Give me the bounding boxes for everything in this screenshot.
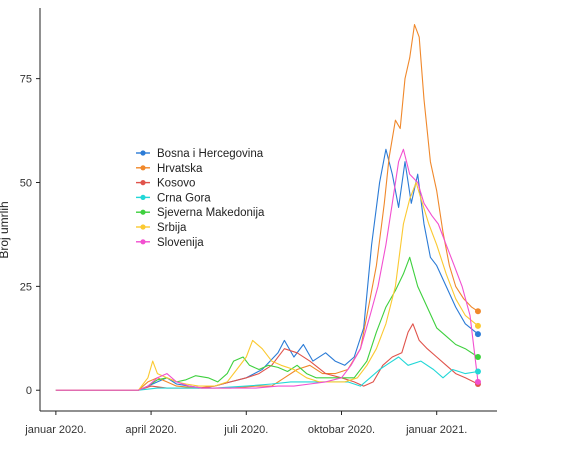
series-line [55, 148, 479, 391]
series-line [55, 24, 479, 391]
series-line [55, 181, 479, 391]
y-tick-label: 75 [20, 74, 32, 86]
x-tick-label: april 2020. [125, 424, 176, 436]
series-end-marker [474, 331, 481, 338]
legend-label: Kosovo [157, 178, 195, 190]
legend-swatch-marker [140, 194, 146, 200]
series-end-marker [474, 353, 481, 360]
legend-swatch-marker [140, 239, 146, 245]
legend: Bosna i Hercegovina Hrvatska Kosovo Crna Go… [136, 148, 265, 249]
legend-label: Crna Gora [157, 192, 211, 204]
x-tick-label: januar 2021. [405, 424, 467, 436]
legend-swatch-marker [140, 224, 146, 230]
series-end-marker [474, 308, 481, 315]
series-line [55, 256, 479, 391]
legend-swatch-marker [140, 165, 146, 171]
plot-area: 0 25 50 75 januar 2020. april 2020. juli 2020… [20, 8, 497, 436]
x-tick-label: oktobar 2020. [308, 424, 375, 436]
series-end-marker [474, 368, 481, 375]
x-ticks: januar 2020. april 2020. juli 2020. oktobar… [24, 411, 467, 436]
legend-label: Srbija [157, 222, 187, 234]
series-lines [55, 24, 479, 391]
series-end-marker [474, 322, 481, 329]
y-ticks: 0 25 50 75 [20, 74, 40, 397]
y-tick-label: 50 [20, 177, 32, 189]
y-axis-title: Broj umrlih [0, 201, 11, 258]
x-tick-label: juli 2020. [223, 424, 268, 436]
y-tick-label: 0 [26, 385, 32, 397]
legend-swatch-marker [140, 150, 146, 156]
legend-label: Hrvatska [157, 163, 203, 175]
legend-swatch-marker [140, 180, 146, 186]
legend-swatch-marker [140, 209, 146, 215]
series-end-marker [474, 378, 481, 385]
legend-label: Slovenija [157, 237, 204, 249]
end-markers [474, 308, 481, 387]
legend-label: Bosna i Hercegovina [157, 148, 264, 160]
series-line [55, 356, 479, 391]
x-tick-label: januar 2020. [24, 424, 86, 436]
legend-label: Sjeverna Makedonija [157, 207, 265, 219]
y-tick-label: 25 [20, 281, 32, 293]
series-line [55, 323, 479, 391]
